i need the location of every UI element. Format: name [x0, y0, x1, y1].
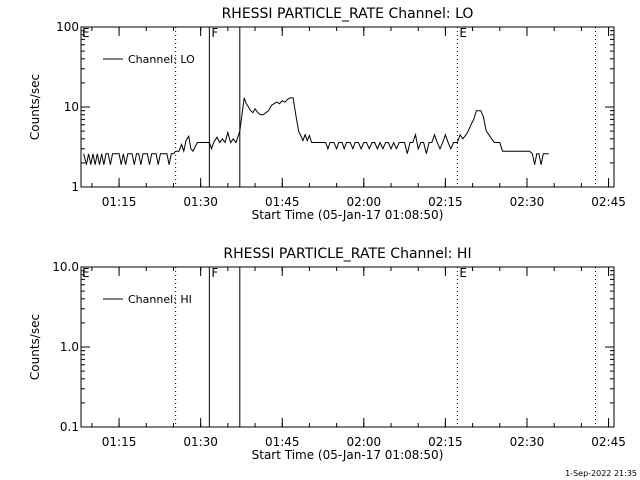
chart-title: RHESSI PARTICLE_RATE Channel: HI: [223, 246, 471, 262]
series-line: [83, 97, 549, 165]
flag-label: E: [459, 26, 467, 40]
flag-label: F: [211, 266, 218, 280]
flag-label: E: [459, 266, 467, 280]
legend-label: Channel: LO: [128, 53, 195, 66]
x-tick-label: 02:45: [591, 435, 626, 449]
flag-label: E: [82, 266, 90, 280]
x-tick-label: 01:45: [265, 195, 300, 209]
y-tick-label: 1.0: [60, 340, 79, 354]
y-tick-label: 0.1: [60, 420, 79, 434]
x-tick-label: 02:00: [347, 195, 382, 209]
flag-label: F: [211, 26, 218, 40]
x-tick-label: 02:30: [510, 195, 545, 209]
legend-label: Channel: HI: [128, 293, 192, 306]
y-axis-label: Counts/sec: [28, 314, 42, 380]
y-tick-label: 100: [56, 20, 79, 34]
y-tick-label: 1: [71, 180, 79, 194]
x-tick-label: 02:00: [347, 435, 382, 449]
x-tick-label: 01:15: [102, 195, 137, 209]
hi-channel-panel: RHESSI PARTICLE_RATE Channel: HI 0.1 1.0 10…: [28, 246, 626, 462]
lo-channel-panel: RHESSI PARTICLE_RATE Channel: LO 1 10 100 01…: [28, 6, 626, 222]
x-axis-label: Start Time (05-Jan-17 01:08:50): [252, 448, 444, 462]
timestamp-stamp: 1-Sep-2022 21:35: [565, 469, 637, 478]
y-tick-label: 10: [64, 100, 79, 114]
x-axis-label: Start Time (05-Jan-17 01:08:50): [252, 208, 444, 222]
x-tick-label: 01:45: [265, 435, 300, 449]
x-tick-label: 02:45: [591, 195, 626, 209]
y-tick-label: 10.0: [52, 260, 79, 274]
plot-frame: [80, 266, 615, 428]
chart-title: RHESSI PARTICLE_RATE Channel: LO: [222, 6, 474, 22]
y-axis-label: Counts/sec: [28, 74, 42, 140]
x-tick-label: 01:30: [183, 195, 218, 209]
x-tick-label: 01:15: [102, 435, 137, 449]
x-tick-label: 02:15: [428, 195, 463, 209]
x-tick-label: 02:30: [510, 435, 545, 449]
flag-label: E: [82, 26, 90, 40]
x-tick-label: 01:30: [183, 435, 218, 449]
x-tick-label: 02:15: [428, 435, 463, 449]
